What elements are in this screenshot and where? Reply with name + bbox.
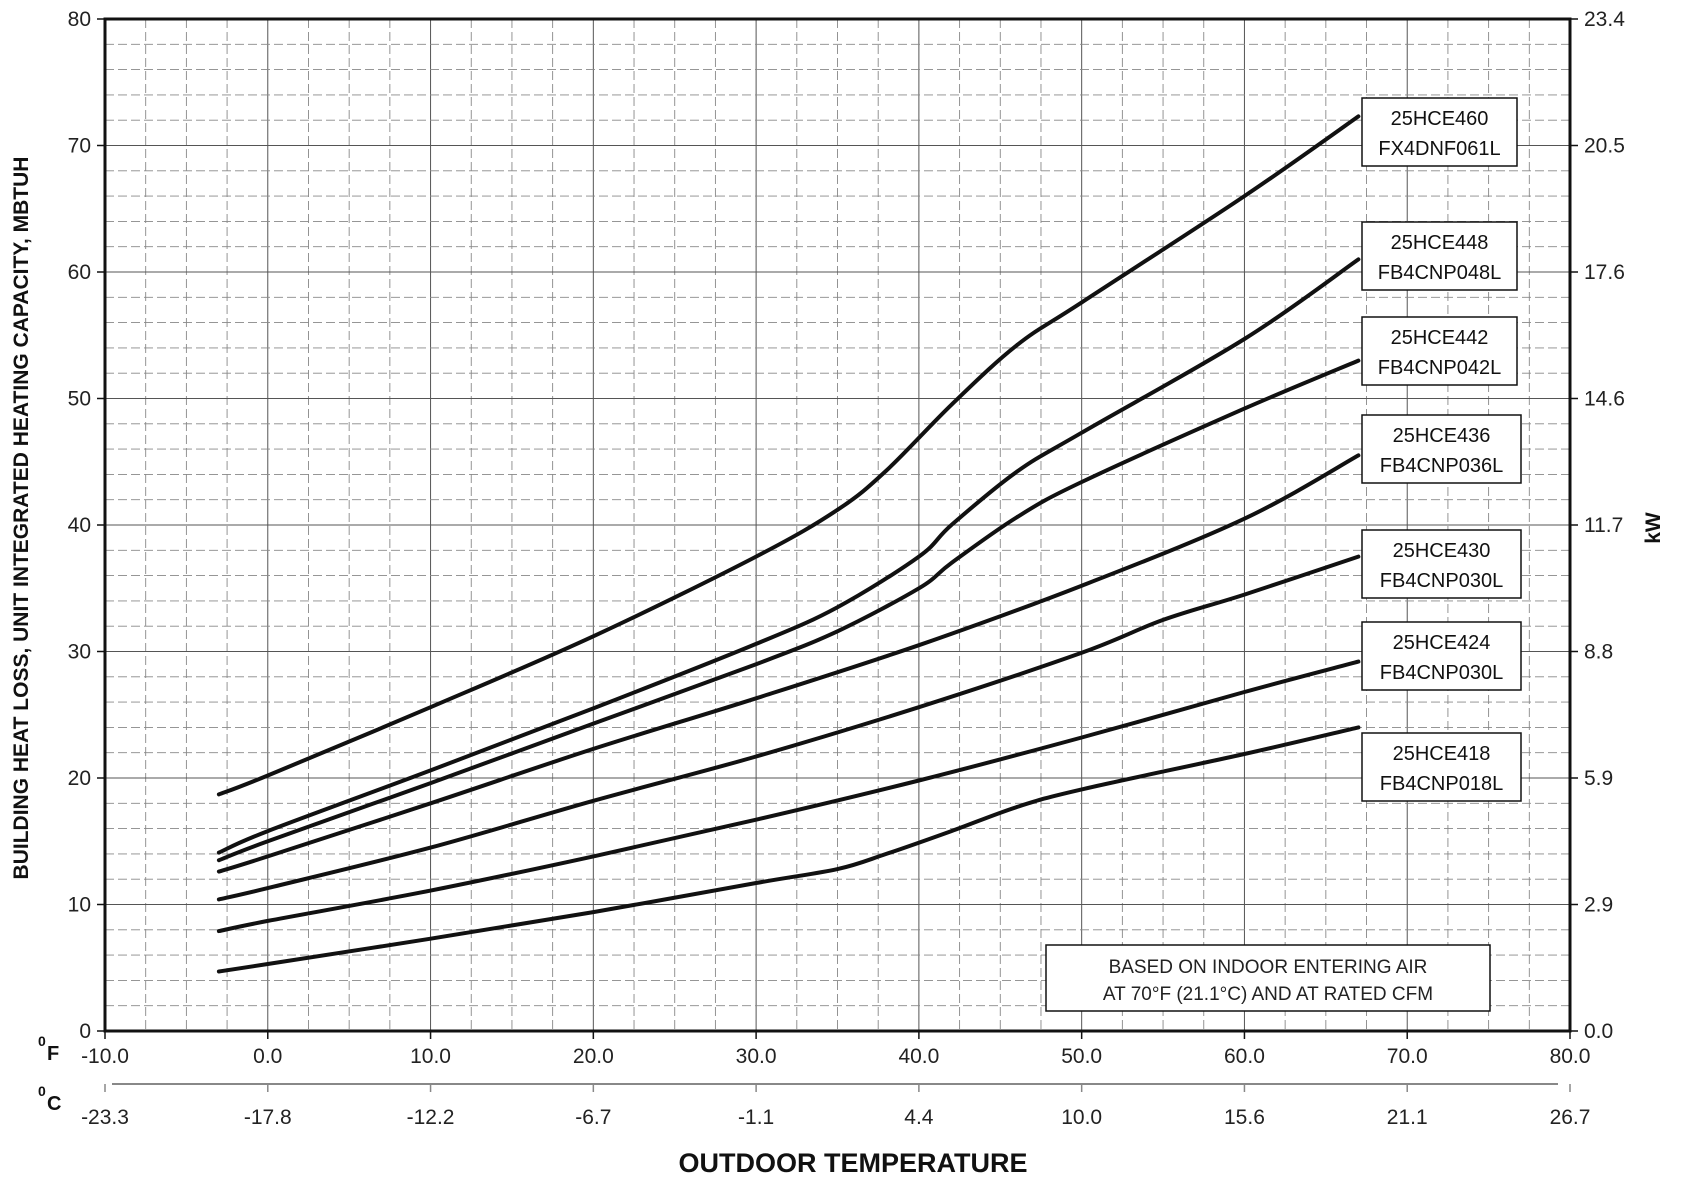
x-tick-label-f: 10.0 <box>410 1045 451 1068</box>
series-line-25hce430 <box>216 554 1361 902</box>
series-label-25hce430: 25HCE430 FB4CNP030L <box>1361 529 1522 599</box>
series-label-25hce448: 25HCE448 FB4CNP048L <box>1361 221 1518 291</box>
x-tick-label-c: 26.7 <box>1550 1106 1591 1129</box>
y-tick-label: 60 <box>68 261 91 284</box>
series-label-box <box>1361 414 1522 484</box>
series-label-model: 25HCE448 <box>1391 232 1489 254</box>
y2-tick-label: 14.6 <box>1584 388 1625 411</box>
series-line-25hce424 <box>216 659 1361 934</box>
y-tick-label: 80 <box>68 8 91 31</box>
x-tick-label-f: 70.0 <box>1387 1045 1428 1068</box>
series-label-box <box>1361 529 1522 599</box>
y2-tick-label: 20.5 <box>1584 135 1625 158</box>
y-tick-label: 30 <box>68 641 91 664</box>
x-tick-label-c: 15.6 <box>1224 1106 1265 1129</box>
y2-tick-label: 2.9 <box>1584 894 1613 917</box>
series-label-box <box>1361 97 1518 167</box>
f-unit-superscript: 0 <box>38 1033 46 1049</box>
series-label-box <box>1361 732 1522 802</box>
series-label-coil: FB4CNP030L <box>1380 570 1503 592</box>
x-tick-label-c: 10.0 <box>1061 1106 1102 1129</box>
f-unit-letter: F <box>47 1043 59 1065</box>
series-label-model: 25HCE436 <box>1393 425 1491 447</box>
fahrenheit-unit-label: 0 F <box>38 1033 59 1065</box>
series-label-coil: FB4CNP018L <box>1380 773 1503 795</box>
series-label-model: 25HCE460 <box>1391 108 1489 130</box>
series-label-coil: FB4CNP048L <box>1378 262 1501 284</box>
y2-tick-label: 8.8 <box>1584 641 1613 664</box>
c-unit-superscript: 0 <box>38 1083 46 1099</box>
x-tick-label-c: -23.3 <box>81 1106 129 1129</box>
x-tick-label-c: -6.7 <box>575 1106 611 1129</box>
x-tick-label-c: -17.8 <box>244 1106 292 1129</box>
series-label-25hce442: 25HCE442 FB4CNP042L <box>1361 316 1518 386</box>
series-label-model: 25HCE418 <box>1393 743 1491 765</box>
y-tick-label: 40 <box>68 514 91 537</box>
series-lines <box>216 114 1361 974</box>
y2-axis-title: kW <box>1642 512 1665 544</box>
series-line-25hce418 <box>216 725 1361 974</box>
series-line-25hce436 <box>216 453 1361 874</box>
y-tick-label: 20 <box>68 767 91 790</box>
rating-note-line-2: AT 70°F (21.1°C) AND AT RATED CFM <box>1103 984 1433 1005</box>
x-tick-label-c: 4.4 <box>904 1106 934 1129</box>
axis-ticks: 0 10 20 30 40 50 60 70 80 0.0 2.9 5.9 8.8 11.7 14.6 17.… <box>68 8 1626 1129</box>
y2-tick-label: 0.0 <box>1584 1020 1613 1043</box>
x-tick-label-f: 40.0 <box>898 1045 939 1068</box>
series-label-25hce424: 25HCE424 FB4CNP030L <box>1361 621 1522 691</box>
y-tick-label: 50 <box>68 388 91 411</box>
x-tick-label-c: -12.2 <box>407 1106 455 1129</box>
series-line-25hce460 <box>216 114 1361 797</box>
x-tick-label-f: -10.0 <box>81 1045 129 1068</box>
x-tick-label-f: 0.0 <box>253 1045 282 1068</box>
series-label-coil: FB4CNP042L <box>1378 357 1501 379</box>
y-tick-label: 0 <box>79 1020 91 1043</box>
series-label-coil: FB4CNP030L <box>1380 662 1503 684</box>
y2-tick-label: 23.4 <box>1584 8 1625 31</box>
series-label-25hce418: 25HCE418 FB4CNP018L <box>1361 732 1522 802</box>
rating-note-box <box>1045 944 1491 1012</box>
series-label-coil: FX4DNF061L <box>1378 138 1500 160</box>
x-tick-label-f: 50.0 <box>1061 1045 1102 1068</box>
y-axis-title: BUILDING HEAT LOSS, UNIT INTEGRATED HEAT… <box>10 157 33 880</box>
celsius-unit-label: 0 C <box>38 1083 61 1115</box>
series-label-coil: FB4CNP036L <box>1380 455 1503 477</box>
series-label-25hce436: 25HCE436 FB4CNP036L <box>1361 414 1522 484</box>
y2-tick-label: 11.7 <box>1584 514 1623 537</box>
grid <box>105 19 1570 1031</box>
y2-tick-label: 5.9 <box>1584 767 1613 790</box>
series-label-box <box>1361 316 1518 386</box>
c-unit-letter: C <box>47 1093 61 1115</box>
rating-note: BASED ON INDOOR ENTERING AIR AT 70°F (21… <box>1045 944 1491 1012</box>
series-label-model: 25HCE442 <box>1391 327 1489 349</box>
series-label-box <box>1361 221 1518 291</box>
x-tick-label-c: -1.1 <box>738 1106 774 1129</box>
x-tick-label-f: 60.0 <box>1224 1045 1265 1068</box>
series-line-25hce448 <box>216 257 1361 855</box>
series-label-25hce460: 25HCE460 FX4DNF061L <box>1361 97 1518 167</box>
series-label-box <box>1361 621 1522 691</box>
y2-tick-label: 17.6 <box>1584 261 1625 284</box>
series-label-model: 25HCE430 <box>1393 540 1491 562</box>
x-axis-title: OUTDOOR TEMPERATURE <box>679 1148 1028 1178</box>
rating-note-line-1: BASED ON INDOOR ENTERING AIR <box>1109 957 1428 978</box>
series-label-model: 25HCE424 <box>1393 632 1491 654</box>
series-labels: 25HCE460FX4DNF061L25HCE448FB4CNP048L25HC… <box>1361 97 1522 802</box>
x-tick-label-f: 20.0 <box>573 1045 614 1068</box>
x-tick-label-f: 30.0 <box>736 1045 777 1068</box>
y-tick-label: 70 <box>68 135 91 158</box>
series-line-25hce442 <box>216 358 1361 863</box>
x-tick-label-f: 80.0 <box>1550 1045 1591 1068</box>
x-tick-label-c: 21.1 <box>1387 1106 1428 1129</box>
y-tick-label: 10 <box>68 894 91 917</box>
